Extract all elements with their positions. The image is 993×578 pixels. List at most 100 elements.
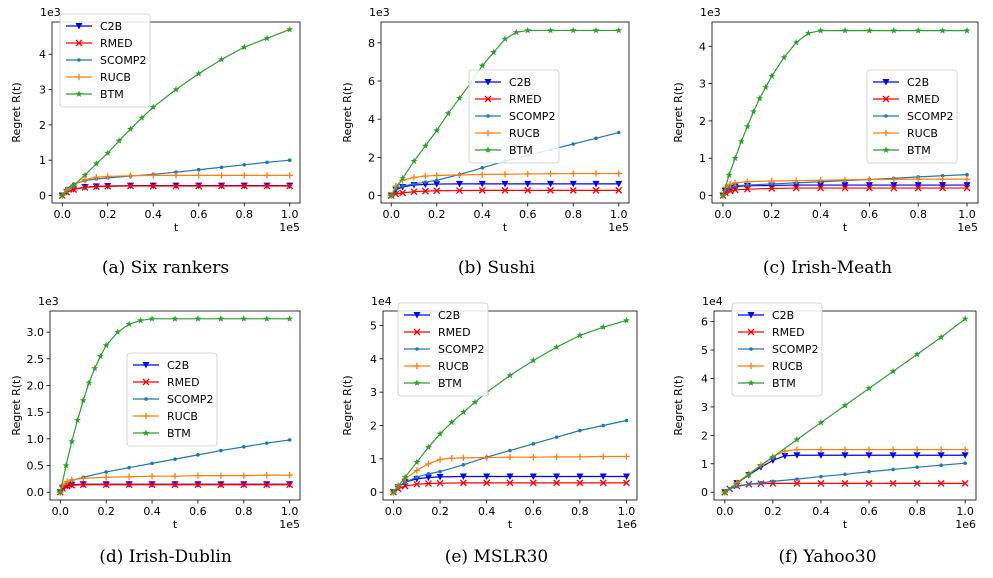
data-point-rucb: [727, 181, 734, 188]
data-point-rmed: [433, 187, 441, 195]
data-point-btm: [286, 25, 294, 33]
series-c2b: [389, 473, 631, 496]
legend-label-scomp2: SCOMP2: [509, 110, 555, 123]
data-point-btm: [889, 367, 897, 375]
data-point-rmed: [501, 186, 509, 194]
legend-label-rucb: RUCB: [907, 127, 938, 140]
legend-marker-scomp2: [486, 114, 490, 118]
y-tick-label: 2: [699, 115, 706, 128]
legend-marker-scomp2: [884, 114, 888, 118]
data-point-scomp2: [867, 469, 871, 474]
x-tick-label: 0.4: [812, 505, 830, 518]
legend-label-c2b: C2B: [509, 76, 531, 89]
data-point-btm: [390, 488, 397, 496]
data-point-rucb: [241, 172, 248, 179]
data-point-rmed: [529, 479, 537, 487]
data-point-scomp2: [264, 441, 269, 445]
data-point-btm: [745, 470, 753, 478]
data-point-btm: [615, 26, 623, 34]
data-point-btm: [725, 171, 733, 178]
data-point-btm: [387, 191, 395, 199]
data-point-btm: [286, 315, 294, 322]
legend-marker-c2b: [747, 312, 755, 319]
data-point-btm: [793, 436, 801, 443]
legend-marker-rmed: [413, 328, 421, 336]
data-point-rucb: [963, 175, 971, 183]
x-multiplier-label: 1e5: [279, 518, 300, 531]
chart-caption: (d) Irish-Dublin: [99, 547, 232, 567]
legend-marker-rmed: [142, 378, 150, 386]
data-point-scomp2: [196, 453, 200, 457]
data-point-rmed: [81, 183, 89, 191]
data-point-scomp2: [104, 470, 108, 474]
x-tick-label: 0.0: [53, 208, 71, 221]
data-point-rmed: [68, 481, 76, 489]
y-axis-label: Regret R(t): [10, 375, 23, 435]
data-point-rmed: [963, 184, 971, 192]
data-point-rmed: [939, 184, 947, 192]
data-point-btm: [56, 488, 64, 496]
y-tick-label: 4: [701, 372, 708, 385]
series-line-rmed: [724, 482, 966, 493]
legend-marker-rucb: [882, 129, 890, 137]
y-tick-label: 1: [39, 154, 46, 167]
data-point-btm: [804, 29, 812, 37]
x-tick-label: 0.8: [571, 505, 589, 518]
data-point-btm: [138, 114, 146, 121]
data-point-c2b: [963, 182, 971, 189]
data-point-btm: [750, 107, 757, 115]
data-point-rucb: [841, 446, 849, 453]
data-point-btm: [137, 316, 145, 324]
data-point-scomp2: [795, 477, 799, 481]
series-line-scomp2: [390, 131, 619, 196]
legend-box: [866, 69, 958, 164]
data-point-scomp2: [745, 183, 750, 187]
data-point-scomp2: [735, 484, 739, 489]
x-tick-label: 0.6: [860, 505, 878, 518]
data-point-rucb: [172, 172, 180, 179]
series-line-rucb: [724, 448, 966, 493]
legend-label-rmed: RMED: [509, 93, 542, 106]
data-point-rmed: [547, 186, 554, 194]
x-tick-label: 0.6: [189, 505, 207, 518]
data-point-rmed: [592, 186, 600, 194]
y-axis-label: Regret R(t): [672, 82, 685, 142]
legend-label-rucb: RUCB: [438, 360, 469, 373]
data-point-scomp2: [403, 480, 407, 484]
data-point-btm: [425, 443, 432, 451]
legend-label-c2b: C2B: [167, 359, 189, 372]
legend-marker-rmed: [747, 328, 755, 336]
x-tick-label: 0.4: [812, 208, 830, 221]
chart-panel-irish-dublin: 0.0 0.5 1.0 1.5 2.0 2.5 3.0 0.0 0.2 0.4 0.6 0.8 1.0 t…: [0, 289, 331, 578]
y-tick-label: 1: [701, 458, 708, 471]
legend: C2B RMED SCOMP2 RUCB BTM: [59, 13, 151, 108]
data-point-rucb: [937, 446, 945, 453]
data-point-scomp2: [400, 184, 405, 188]
series-btm: [56, 315, 294, 496]
data-point-btm: [81, 171, 89, 178]
data-point-rmed: [478, 186, 486, 194]
data-point-c2b: [781, 452, 789, 460]
x-tick-label: 0.2: [428, 208, 446, 221]
y-axis-label: Regret R(t): [341, 375, 354, 435]
data-point-c2b: [421, 181, 429, 188]
data-point-c2b: [914, 182, 922, 189]
data-point-btm: [194, 315, 202, 322]
y-multiplier-label: 1e3: [700, 6, 721, 19]
y-tick-label: 4: [699, 40, 706, 53]
y-tick-label: 6: [368, 75, 375, 88]
x-tick-label: 0.2: [431, 505, 449, 518]
y-tick-label: 2.5: [27, 353, 45, 366]
x-tick-label: 0.0: [52, 505, 70, 518]
data-point-btm: [172, 85, 180, 93]
x-tick-label: 0.6: [519, 208, 537, 221]
data-point-rmed: [456, 187, 463, 195]
data-point-btm: [913, 350, 921, 358]
chart-svg: 0 1 2 3 4 5 6 0.0 0.2 0.4 0.6 0.8 1.0 t Regret R(t) 1e4…: [672, 295, 977, 531]
data-point-btm: [841, 26, 849, 34]
data-point-btm: [963, 26, 971, 34]
data-point-scomp2: [891, 467, 895, 472]
chart-panel-sushi: 0 2 4 6 8 0.0 0.2 0.4 0.6 0.8 1.0 t Regret R(t) 1e3 1e…: [331, 0, 662, 289]
data-point-btm: [436, 430, 444, 437]
legend-box: [468, 69, 560, 164]
